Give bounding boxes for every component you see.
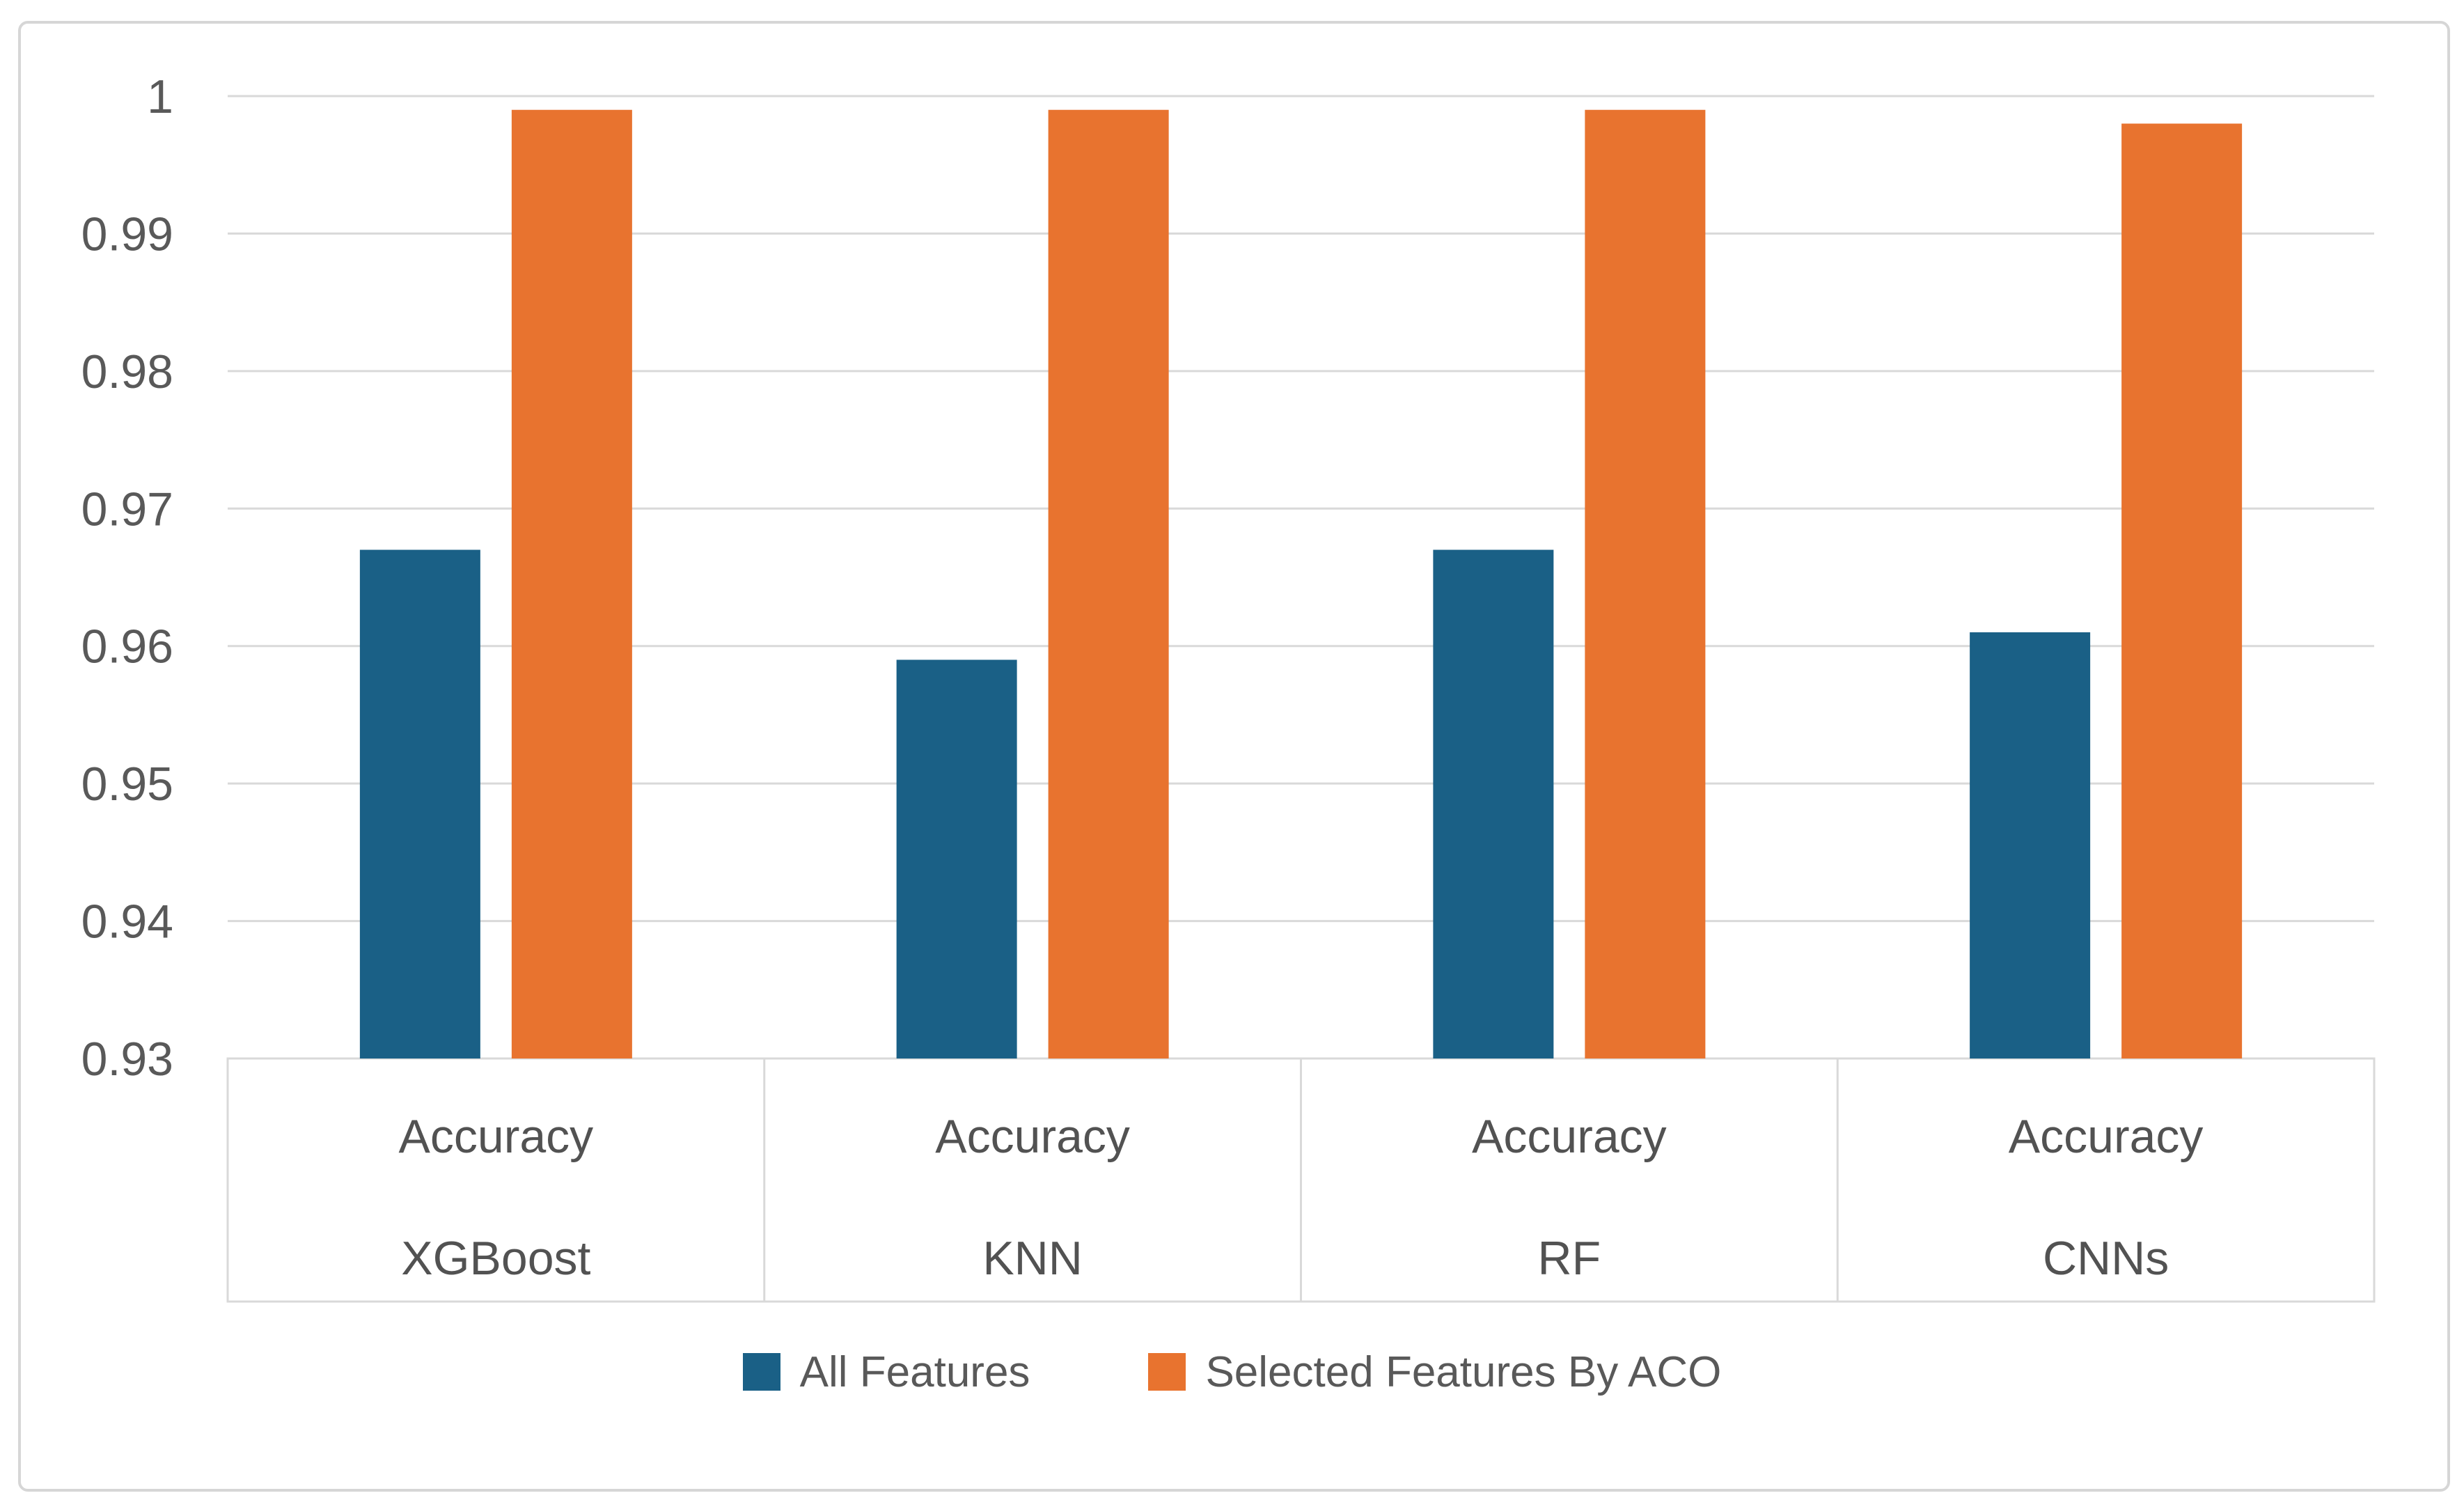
category-measure-label-CNNs: Accuracy: [2009, 1110, 2204, 1163]
category-measure-label-KNN: Accuracy: [935, 1110, 1130, 1163]
all-features-swatch: [742, 1353, 780, 1391]
selected-features-aco-swatch: [1148, 1353, 1186, 1391]
y-tick-label-1: 1: [147, 70, 173, 123]
category-name-label-RF: RF: [1538, 1232, 1601, 1285]
bar-selected-features-by-aco-cnns: [2121, 123, 2243, 1058]
category-measure-label-RF: Accuracy: [1472, 1110, 1667, 1163]
category-name-label-CNNs: CNNs: [2043, 1232, 2169, 1285]
legend-item-selected-features-aco: Selected Features By ACO: [1148, 1347, 1721, 1397]
category-name-label-KNN: KNN: [982, 1232, 1083, 1285]
bar-selected-features-by-aco-knn: [1048, 109, 1169, 1058]
category-name-label-XGBoost: XGBoost: [401, 1232, 590, 1285]
bar-all-features-knn: [896, 659, 1017, 1058]
category-measure-label-XGBoost: Accuracy: [399, 1110, 594, 1163]
y-tick-label-0.93: 0.93: [81, 1033, 173, 1086]
bar-selected-features-by-aco-rf: [1585, 109, 1706, 1058]
legend: All Features Selected Features By ACO: [0, 1323, 2464, 1421]
y-tick-label-0.95: 0.95: [81, 758, 173, 811]
bar-all-features-rf: [1433, 549, 1554, 1058]
y-tick-label-0.96: 0.96: [81, 620, 173, 673]
y-tick-label-0.99: 0.99: [81, 208, 173, 260]
bar-selected-features-by-aco-xgboost: [511, 109, 632, 1058]
y-tick-label-0.98: 0.98: [81, 345, 173, 398]
bar-all-features-xgboost: [359, 549, 480, 1058]
legend-label-selected-features-aco: Selected Features By ACO: [1205, 1347, 1722, 1396]
y-tick-label-0.94: 0.94: [81, 896, 173, 948]
bar-all-features-cnns: [1970, 632, 2091, 1058]
y-tick-label-0.97: 0.97: [81, 483, 173, 536]
legend-label-all-features: All Features: [799, 1347, 1030, 1396]
legend-item-all-features: All Features: [742, 1347, 1030, 1397]
